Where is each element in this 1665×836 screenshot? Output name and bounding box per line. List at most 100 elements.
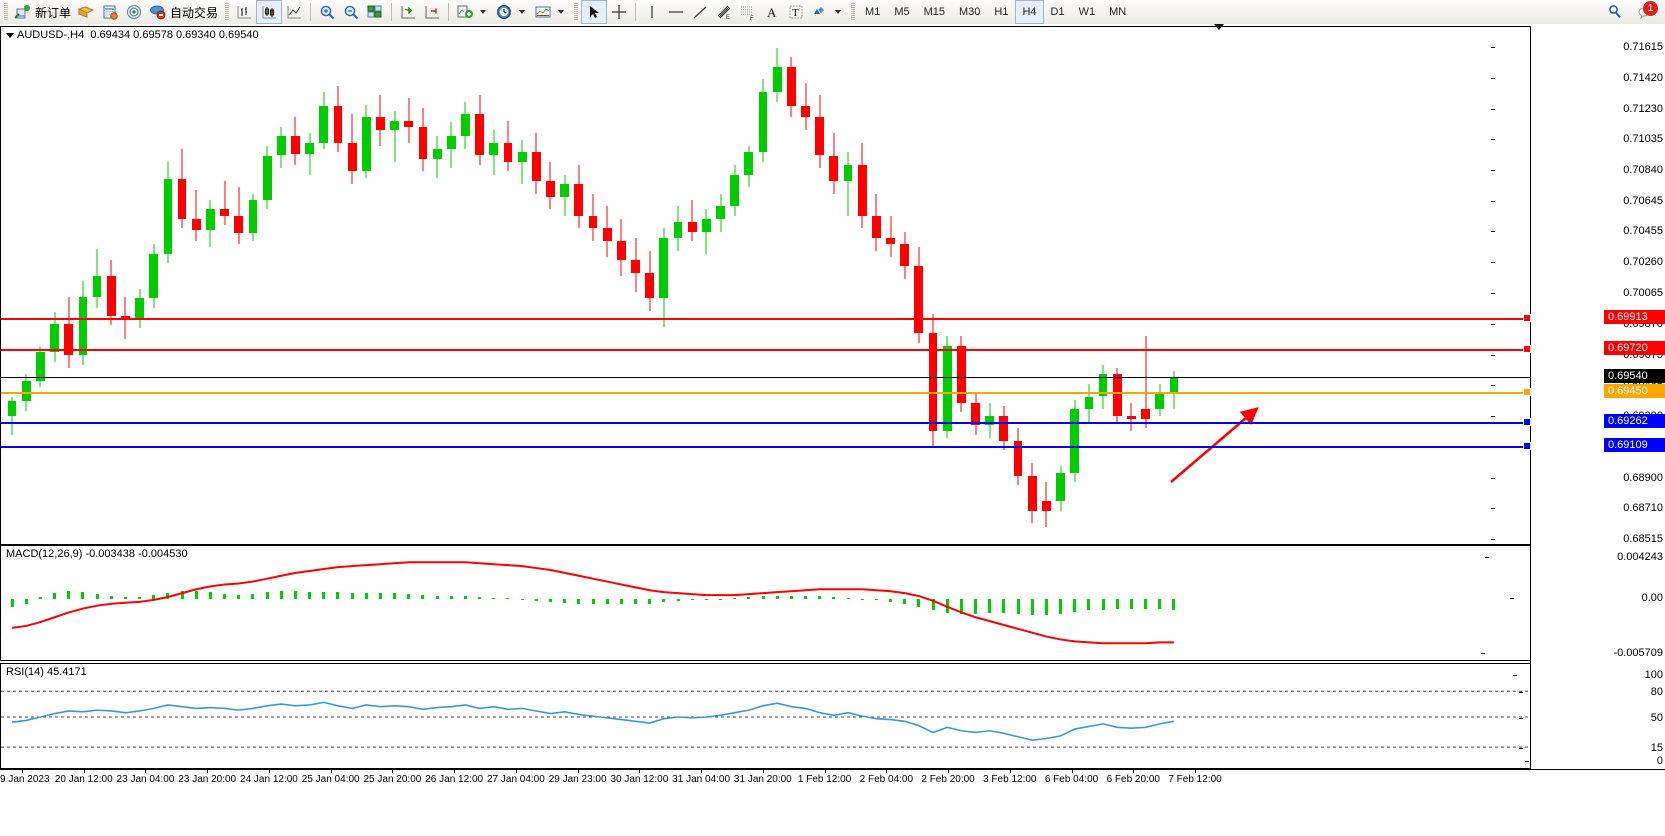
price-level-label-support-1[interactable]: 0.69262 xyxy=(1604,413,1665,428)
time-tick-mark xyxy=(83,770,85,773)
time-tick: 27 Jan 04:00 xyxy=(486,774,545,785)
price-pane[interactable]: AUDUSD-,H4 0.69434 0.69578 0.69340 0.695… xyxy=(0,26,1531,545)
crosshair-tool[interactable] xyxy=(607,1,631,23)
indicators-button[interactable] xyxy=(453,1,492,23)
price-level-line-resistance-1[interactable] xyxy=(1,318,1531,321)
macd-histogram-bar xyxy=(449,596,453,599)
price-level-label-current-price[interactable]: 0.69540 xyxy=(1604,369,1665,384)
chart-shift-button[interactable] xyxy=(420,1,444,23)
draw-tools-grip[interactable] xyxy=(573,3,579,21)
collapse-arrow-icon[interactable] xyxy=(6,32,14,38)
price-level-label-support-2[interactable]: 0.69109 xyxy=(1604,437,1665,452)
time-tick-mark xyxy=(762,770,764,773)
macd-histogram-bar xyxy=(974,598,978,615)
timeframe-grip[interactable] xyxy=(850,3,856,21)
price-level-label-resistance-2[interactable]: 0.69720 xyxy=(1604,340,1665,355)
timeframe-h4[interactable]: H4 xyxy=(1015,0,1044,24)
chart-area[interactable]: AUDUSD-,H4 0.69434 0.69578 0.69340 0.695… xyxy=(0,24,1665,836)
macd-histogram-bar xyxy=(95,594,99,599)
macd-pane[interactable]: MACD(12,26,9) -0.003438 -0.004530 xyxy=(0,545,1530,661)
macd-histogram-bar xyxy=(393,593,397,599)
time-tick: 25 Jan 04:00 xyxy=(301,774,360,785)
macd-histogram-bar xyxy=(223,594,227,599)
line-chart-button[interactable] xyxy=(282,1,306,23)
horizontal-line-tool[interactable] xyxy=(664,1,688,23)
toolbar-grip[interactable] xyxy=(3,3,8,21)
zoom-out-button[interactable] xyxy=(339,1,363,23)
fibonacci-tool[interactable]: F xyxy=(736,1,760,23)
autotrading-button[interactable]: 自动交易 xyxy=(146,1,221,23)
profiles-button[interactable] xyxy=(74,1,98,23)
price-level-line-entry-level[interactable] xyxy=(1,391,1531,394)
chart-tools-grip[interactable] xyxy=(224,3,230,21)
timeframe-mn[interactable]: MN xyxy=(1109,6,1127,18)
chevron-down-icon[interactable] xyxy=(835,10,842,14)
zoom-in-button[interactable] xyxy=(315,1,339,23)
price-level-label-resistance-1[interactable]: 0.69913 xyxy=(1604,310,1665,325)
price-tick: 0.70455 xyxy=(1491,225,1663,237)
chart-shift-icon xyxy=(423,3,441,21)
candle-wick xyxy=(1145,336,1147,429)
candle-wick xyxy=(890,215,892,257)
market-watch-button[interactable] xyxy=(98,1,122,23)
candle-body xyxy=(418,126,428,159)
candlestick-button[interactable] xyxy=(256,0,283,24)
trendline-tool[interactable] xyxy=(688,1,712,23)
price-level-line-resistance-2[interactable] xyxy=(1,348,1531,351)
price-level-handle-resistance-1[interactable] xyxy=(1523,314,1531,323)
timeframe-m1[interactable]: M1 xyxy=(865,6,881,18)
signals-button[interactable] xyxy=(122,1,146,23)
cursor-tool[interactable] xyxy=(581,0,608,24)
templates-button[interactable] xyxy=(531,1,570,23)
macd-histogram-bar xyxy=(237,595,241,599)
price-axis[interactable]: 0.71615 0.71420 0.71230 0.71035 0.70840 0.706… xyxy=(1481,26,1665,769)
price-level-line-support-1[interactable] xyxy=(1,421,1531,424)
timeframe-m15[interactable]: M15 xyxy=(923,6,945,18)
price-tick: 0.70645 xyxy=(1491,195,1663,207)
search-button[interactable] xyxy=(1603,1,1627,23)
macd-histogram-bar xyxy=(733,597,737,600)
chevron-down-icon[interactable] xyxy=(519,10,526,14)
price-level-label-entry-level[interactable]: 0.69450 xyxy=(1604,383,1665,398)
chevron-down-icon[interactable] xyxy=(558,10,565,14)
time-tick: 24 Jan 12:00 xyxy=(240,774,298,785)
time-tick: 6 Feb 20:00 xyxy=(1106,774,1160,785)
equidistant-channel-tool[interactable]: E xyxy=(712,1,736,23)
vertical-line-tool[interactable] xyxy=(640,1,664,23)
timeframe-w1[interactable]: W1 xyxy=(1078,6,1096,18)
macd-histogram-bar xyxy=(662,598,666,602)
timeframe-d1[interactable]: D1 xyxy=(1050,6,1065,18)
bar-chart-button[interactable] xyxy=(232,1,256,23)
price-level-handle-support-1[interactable] xyxy=(1523,417,1531,426)
price-tick: 0.68900 xyxy=(1491,472,1663,484)
price-level-handle-resistance-2[interactable] xyxy=(1523,344,1531,353)
macd-histogram-bar xyxy=(435,596,439,599)
price-level-handle-entry-level[interactable] xyxy=(1523,387,1531,396)
price-level-handle-support-2[interactable] xyxy=(1523,441,1531,450)
text-tool[interactable]: A xyxy=(760,1,784,23)
timeframe-m30[interactable]: M30 xyxy=(959,6,981,18)
tile-windows-button[interactable] xyxy=(363,1,387,23)
shapes-icon xyxy=(811,3,829,21)
auto-scroll-button[interactable] xyxy=(396,1,420,23)
new-order-button[interactable]: 新订单 xyxy=(11,1,74,23)
macd-histogram-bar xyxy=(804,596,808,599)
svg-text:T: T xyxy=(792,7,799,19)
macd-histogram-bar xyxy=(634,598,637,604)
shapes-tool[interactable] xyxy=(808,1,847,23)
candle-body xyxy=(1112,374,1122,416)
periods-button[interactable] xyxy=(492,1,531,23)
text-label-tool[interactable]: T xyxy=(784,1,808,23)
timeframe-m5[interactable]: M5 xyxy=(894,6,910,18)
line-chart-icon xyxy=(285,3,303,21)
chevron-down-icon[interactable] xyxy=(480,10,487,14)
price-level-line-support-2[interactable] xyxy=(1,445,1531,448)
rsi-pane[interactable]: RSI(14) 45.4171 xyxy=(0,663,1531,769)
candle-wick xyxy=(238,187,240,245)
timeframe-h1[interactable]: H1 xyxy=(994,6,1009,18)
price-level-line-current-price[interactable] xyxy=(1,377,1531,379)
notification-button[interactable]: 1 xyxy=(1633,1,1658,23)
text-label-icon: T xyxy=(787,3,805,21)
autotrade-icon xyxy=(149,3,167,21)
